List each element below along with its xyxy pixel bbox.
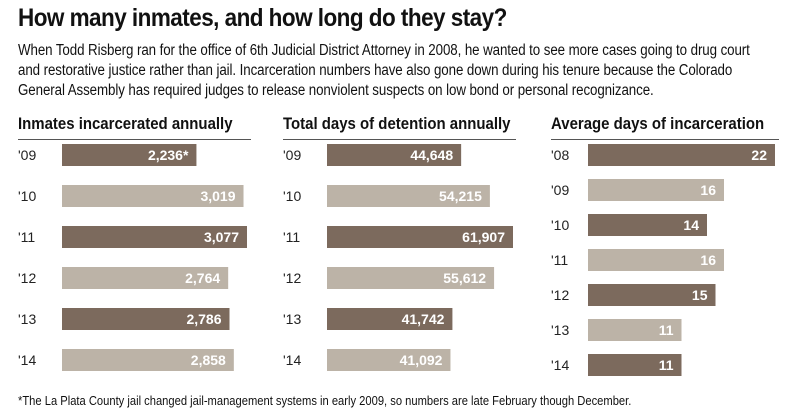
bar [588, 179, 724, 201]
category-label: '14 [551, 357, 569, 373]
bar [588, 144, 775, 166]
bar-value-label: 41,742 [402, 311, 445, 327]
bar-value-label: 3,019 [200, 188, 235, 204]
bar [327, 185, 490, 207]
bar-value-label: 55,612 [443, 270, 486, 286]
category-label: '13 [551, 322, 569, 338]
bar [62, 185, 244, 207]
category-label: '09 [551, 182, 569, 198]
bar [62, 308, 230, 330]
panel-title: Total days of detention annually [283, 114, 511, 133]
bar-value-label: 54,215 [439, 188, 482, 204]
bar [588, 354, 682, 376]
chart-title: How many inmates, and how long do they s… [18, 4, 507, 32]
bar-value-label: 22 [751, 147, 767, 163]
bar-value-label: 14 [683, 217, 699, 233]
category-label: '10 [283, 188, 301, 204]
category-label: '14 [18, 352, 36, 368]
bar [62, 349, 234, 371]
category-label: '08 [551, 147, 569, 163]
category-label: '12 [551, 287, 569, 303]
category-label: '10 [551, 217, 569, 233]
category-label: '12 [283, 270, 301, 286]
bar-value-label: 2,236* [148, 147, 189, 163]
intro-text: When Todd Risberg ran for the office of … [18, 42, 750, 99]
bar [588, 214, 707, 236]
bar [588, 284, 716, 306]
category-label: '09 [283, 147, 301, 163]
bar-value-label: 11 [659, 322, 674, 338]
bar [327, 267, 495, 289]
inmates-bar-chart: '09 2,236* '10 3,019 '11 3,077 '12 2,764 '13 2,78… [18, 144, 247, 371]
panel-rule [551, 139, 779, 140]
bar-value-label: 41,092 [400, 352, 443, 368]
category-label: '13 [283, 311, 301, 327]
detention-bar-chart: '09 44,648 '10 54,215 '11 61,907 '12 55,612 '13 4… [283, 144, 513, 371]
bar-value-label: 2,764 [185, 270, 220, 286]
bar-value-label: 61,907 [462, 229, 505, 245]
category-label: '12 [18, 270, 36, 286]
average-days-bar-chart: '08 22 '09 16 '10 14 '11 16 '12 15 '13 11 '14 11 [551, 144, 775, 376]
bar [588, 319, 682, 341]
bar [588, 249, 724, 271]
category-label: '14 [283, 352, 301, 368]
category-label: '13 [18, 311, 36, 327]
bar [62, 226, 247, 248]
bar [327, 144, 462, 166]
bar [327, 349, 451, 371]
bar-value-label: 11 [659, 357, 674, 373]
panel-rule [283, 139, 516, 140]
bar [62, 144, 197, 166]
bar [327, 226, 513, 248]
category-label: '11 [283, 229, 300, 245]
category-label: '10 [18, 188, 36, 204]
panel-rule [18, 139, 251, 140]
category-label: '09 [18, 147, 36, 163]
bar-value-label: 15 [692, 287, 708, 303]
category-label: '11 [18, 229, 35, 245]
bar-value-label: 2,858 [191, 352, 226, 368]
footnote: *The La Plata County jail changed jail-m… [18, 393, 632, 408]
panel-title: Average days of incarceration [551, 114, 765, 133]
bar-value-label: 16 [700, 182, 716, 198]
bar-value-label: 2,786 [186, 311, 221, 327]
bar-value-label: 44,648 [410, 147, 453, 163]
category-label: '11 [551, 252, 568, 268]
bar-value-label: 16 [700, 252, 716, 268]
bar-value-label: 3,077 [204, 229, 239, 245]
panel-title: Inmates incarcerated annually [18, 114, 233, 133]
bar [62, 267, 229, 289]
bar [327, 308, 453, 330]
